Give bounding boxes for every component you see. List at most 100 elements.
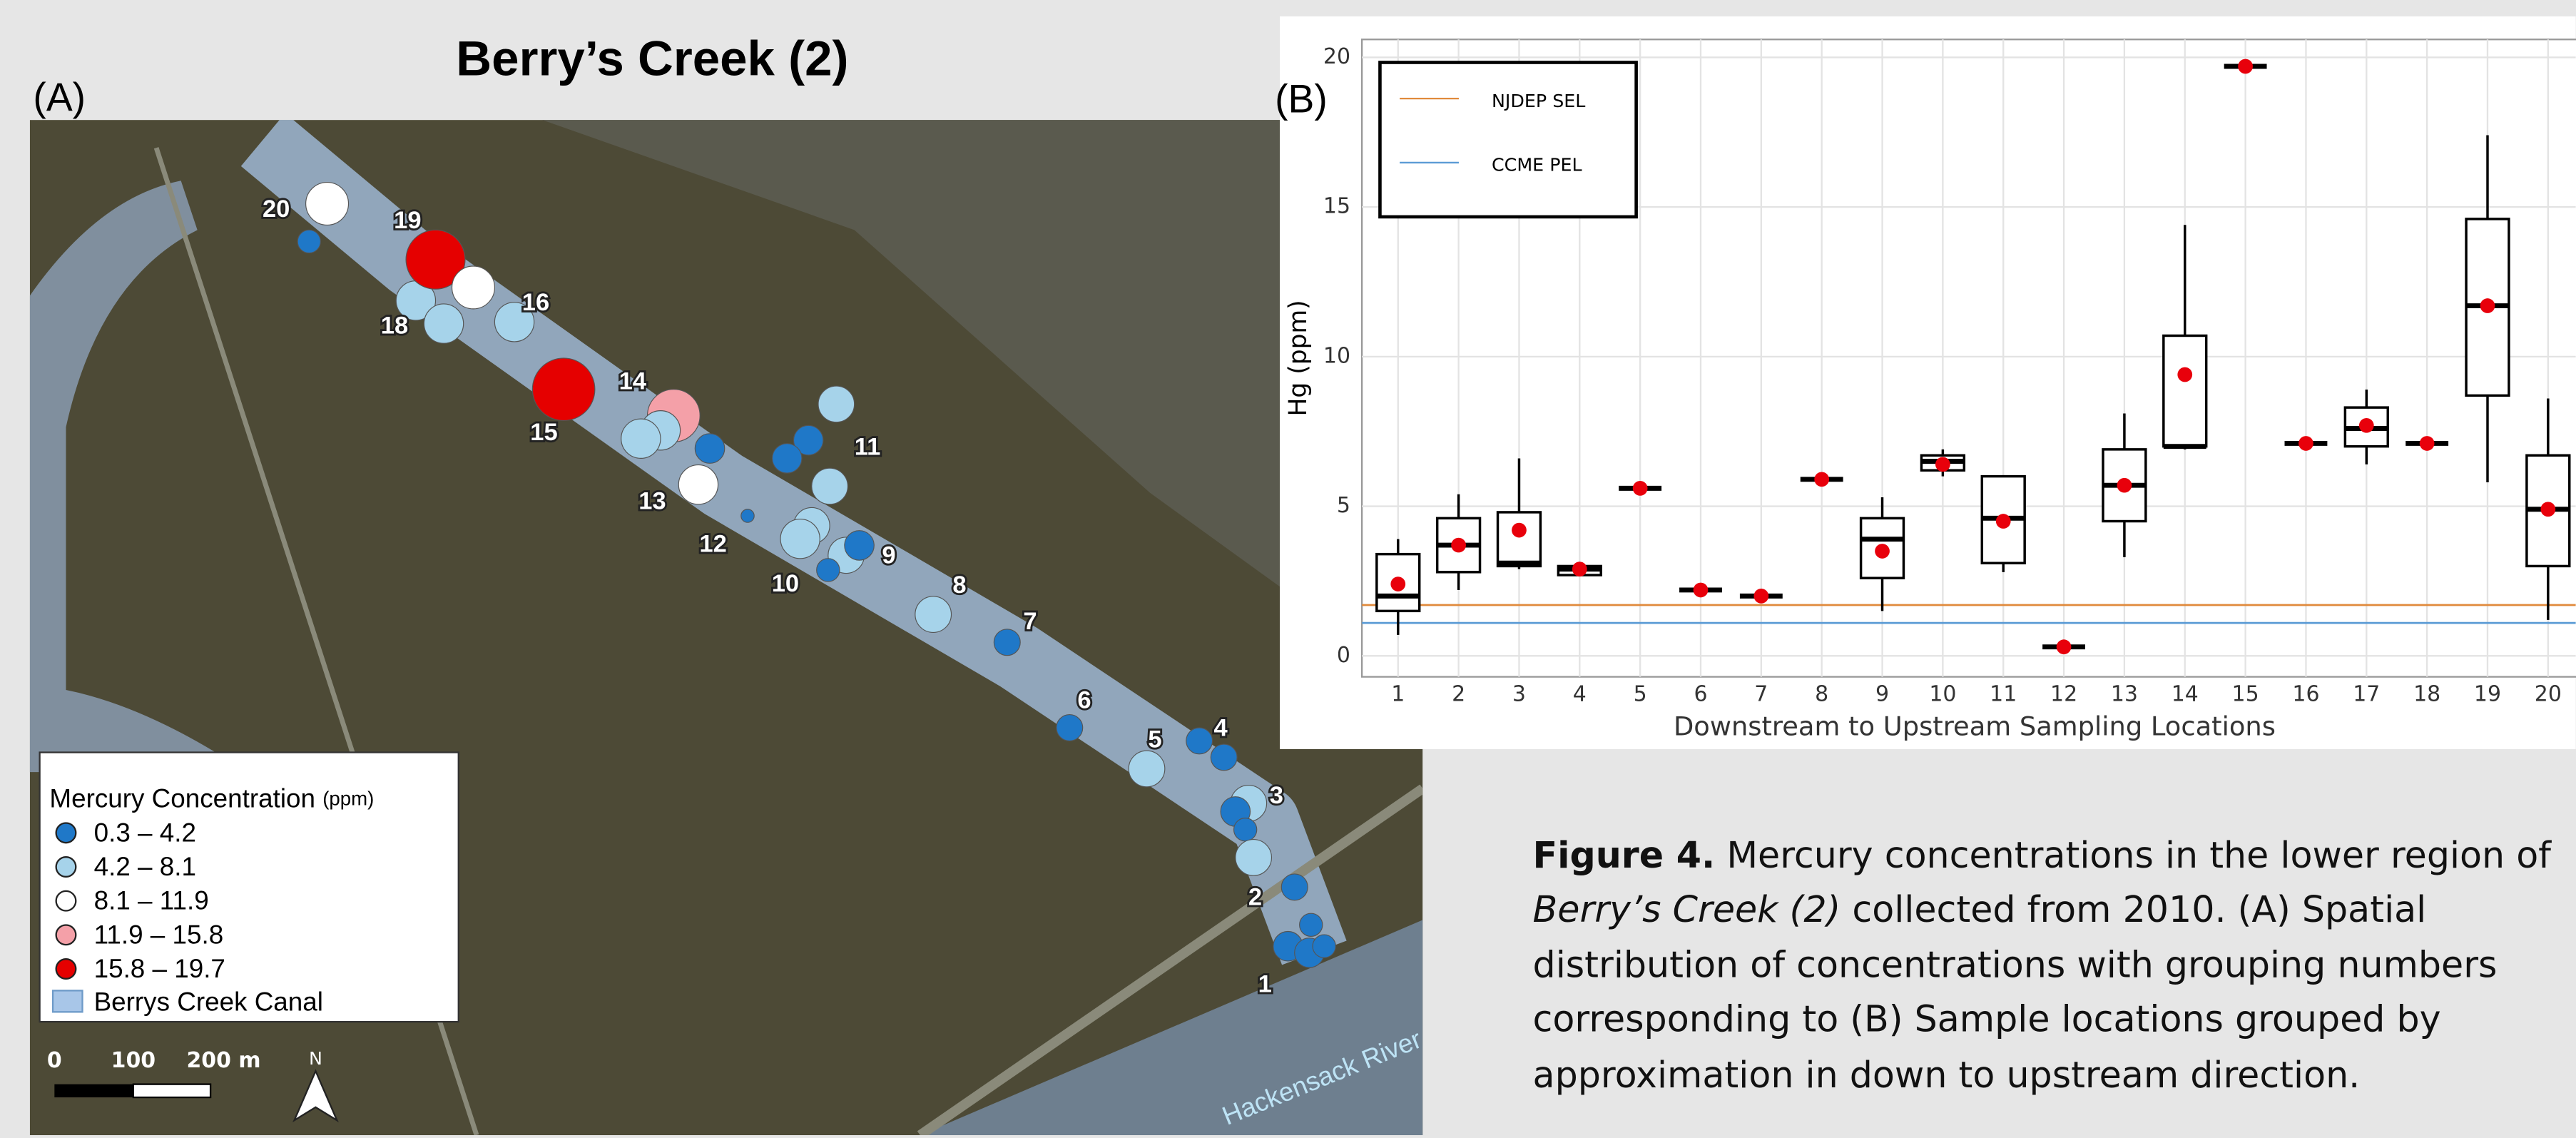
sample-point [424,304,463,343]
x-tick-label: 4 [1573,681,1587,706]
mean-point [2238,59,2253,74]
site-label: 5 [1148,726,1161,753]
y-tick-label: 15 [1323,194,1350,219]
legend-swatch [56,925,76,945]
sample-point [1281,874,1308,900]
sample-point [1186,728,1213,754]
x-tick-label: 15 [2232,681,2259,706]
y-tick-label: 20 [1323,44,1350,69]
mean-point [1451,538,1466,553]
sample-point [1236,840,1272,876]
site-label: 10 [772,570,799,597]
caption-text: Mercury concentrations in the lower regi… [1726,833,2552,875]
box [2164,335,2206,446]
sample-point [741,509,754,522]
x-tick-label: 18 [2413,681,2440,706]
mean-point [2177,367,2192,382]
map-title: Berry’s Creek (2) [456,31,848,86]
site-label: 1 [1258,971,1272,998]
caption-line: distribution of concentrations with grou… [1533,944,2498,986]
mean-point [2057,639,2072,654]
sample-point [452,266,495,309]
scale-label: 200 m [186,1048,260,1073]
panel-label: (A) [33,75,86,119]
caption-text: collected from 2010. (A) Spatial [1852,888,2426,930]
x-tick-label: 1 [1391,681,1405,706]
legend-title-text: Mercury Concentration [49,783,315,813]
caption-line: Berry’s Creek (2) collected from 2010. (… [1533,888,2427,930]
mean-point [2298,436,2313,451]
x-tick-label: 16 [2292,681,2319,706]
sample-point [780,519,820,559]
x-tick-label: 7 [1754,681,1768,706]
sample-point [678,465,718,504]
y-tick-label: 10 [1323,343,1350,368]
x-tick-label: 6 [1694,681,1707,706]
site-label: 8 [952,571,966,599]
mean-point [1633,481,1648,496]
sample-point [1057,715,1083,741]
x-tick-label: 19 [2474,681,2501,706]
legend-label: CCME PEL [1492,154,1582,176]
sample-point [817,559,840,581]
x-axis-label: Downstream to Upstream Sampling Location… [1674,711,2276,741]
sample-point [1313,935,1335,957]
legend-label: 0.3 – 4.2 [94,818,196,847]
box [1498,512,1541,566]
caption-line: approximation in down to upstream direct… [1533,1054,2361,1096]
mean-point [2480,298,2495,313]
caption-label: Figure 4. [1533,833,1716,875]
legend-swatch [56,857,76,877]
legend-label: 4.2 – 8.1 [94,852,196,881]
sample-point [915,596,952,633]
mean-point [2117,478,2132,493]
sample-point [845,531,874,560]
scale-label: 100 [111,1048,156,1073]
site-label: 16 [522,289,549,316]
scale-segment [133,1084,210,1097]
y-axis-label: Hg (ppm) [1284,300,1313,416]
legend-title: Mercury Concentration (ppm) [49,783,374,813]
legend-label: 11.9 – 15.8 [94,920,224,949]
x-tick-label: 5 [1634,681,1647,706]
x-tick-label: 17 [2353,681,2380,706]
panel-label: (B) [1275,76,1328,121]
site-label: 4 [1213,714,1228,741]
y-tick-label: 5 [1337,493,1350,518]
x-tick-label: 11 [1990,681,2017,706]
caption-line: corresponding to (B) Sample locations gr… [1533,998,2441,1040]
scale-segment [54,1084,133,1097]
site-label: 7 [1023,608,1037,635]
legend-label: NJDEP SEL [1492,90,1585,111]
mean-point [1814,472,1829,487]
sample-point [773,444,802,473]
legend-canal: Berrys Creek Canal [94,987,323,1017]
mean-point [1390,576,1405,591]
scale-label: 0 [47,1048,62,1073]
sample-point [818,386,855,422]
sample-point [1211,744,1237,771]
sample-point [621,419,661,458]
legend-swatch [56,823,76,843]
x-tick-label: 9 [1875,681,1889,706]
chart-legend [1380,62,1636,216]
map-legend: Mercury Concentration (ppm) Berrys Creek… [40,753,459,1022]
x-tick-label: 14 [2172,681,2199,706]
site-label: 12 [699,531,726,558]
sample-point [532,358,594,420]
sample-point [306,183,349,225]
mean-point [2420,436,2435,451]
sample-point [297,230,320,253]
site-label: 6 [1077,686,1091,713]
mean-point [1935,457,1950,472]
site-label: 18 [381,312,408,339]
caption-line: Figure 4. Mercury concentrations in the … [1533,833,2552,875]
sample-point [1234,818,1257,841]
mean-point [2359,418,2374,433]
mean-point [1875,544,1890,559]
legend-label: 8.1 – 11.9 [94,886,209,915]
site-label: 3 [1270,782,1283,809]
x-tick-label: 13 [2111,681,2138,706]
site-label: 14 [619,368,647,395]
x-tick-label: 12 [2050,681,2077,706]
